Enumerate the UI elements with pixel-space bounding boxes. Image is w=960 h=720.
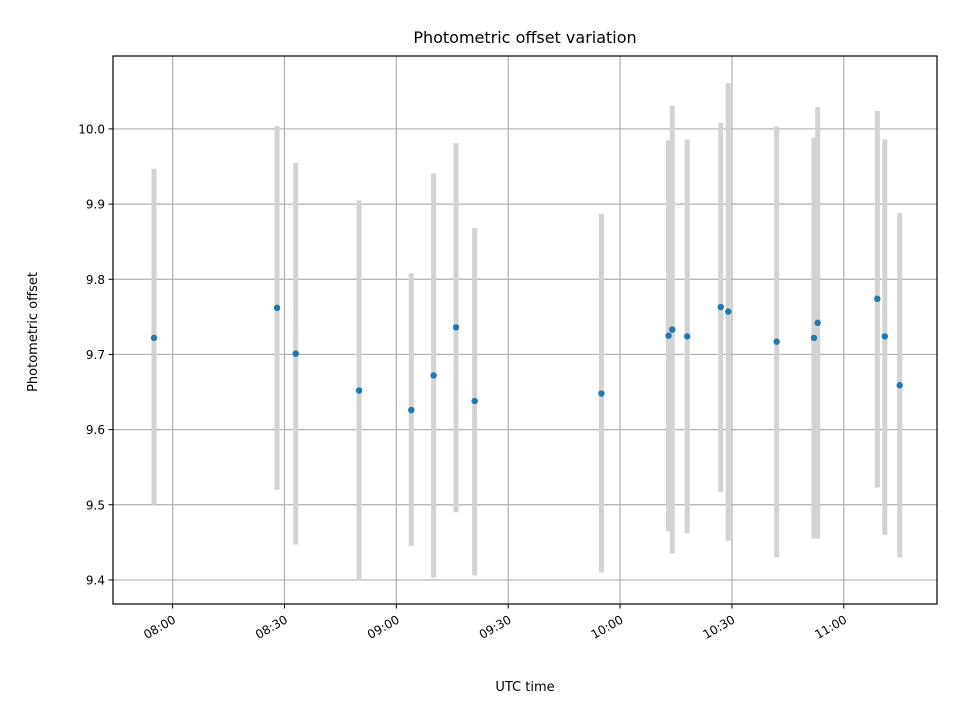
error-bars [151, 83, 903, 580]
grid-lines [113, 56, 937, 604]
data-point [292, 350, 299, 357]
data-point [355, 387, 363, 394]
data-point [683, 333, 691, 340]
y-tick-label: 9.9 [86, 198, 105, 212]
data-point [273, 304, 281, 312]
y-tick-label: 9.6 [86, 423, 105, 437]
y-tick-label: 9.4 [86, 573, 105, 587]
x-axis-label: UTC time [495, 680, 554, 695]
data-point [874, 295, 881, 303]
data-point [408, 406, 415, 414]
x-tick-label: 08:00 [141, 612, 178, 641]
data-point [430, 372, 437, 379]
y-tick-label: 9.8 [86, 273, 105, 287]
data-point [669, 326, 676, 333]
data-point [452, 324, 460, 331]
x-tick-label: 10:00 [589, 612, 626, 641]
y-tick-label: 9.7 [86, 348, 105, 362]
data-point [471, 397, 478, 405]
data-point [665, 332, 672, 339]
x-tick-label: 08:30 [253, 612, 290, 641]
x-tick-label: 10:30 [700, 612, 737, 641]
data-points [150, 295, 903, 414]
data-point [773, 338, 780, 345]
x-tick-label: 09:00 [365, 612, 402, 641]
y-tick-label: 10.0 [78, 122, 105, 136]
x-tick-label: 09:30 [477, 612, 514, 641]
data-point [814, 319, 821, 327]
data-point [810, 334, 818, 342]
data-point [598, 390, 605, 397]
data-point [150, 334, 158, 342]
data-point [881, 333, 889, 340]
y-axis-label: Photometric offset [26, 272, 41, 392]
data-point [717, 303, 724, 311]
chart-title: Photometric offset variation [413, 28, 636, 47]
data-point [896, 382, 903, 389]
plot-frame [112, 55, 938, 605]
y-tick-label: 9.5 [86, 498, 105, 512]
data-point [725, 308, 732, 315]
axis-ticks: 08:00 08:30 09:00 09:30 10:00 10:30 11:00 9.4 9.… [78, 122, 849, 641]
x-tick-label: 11:00 [812, 612, 849, 641]
